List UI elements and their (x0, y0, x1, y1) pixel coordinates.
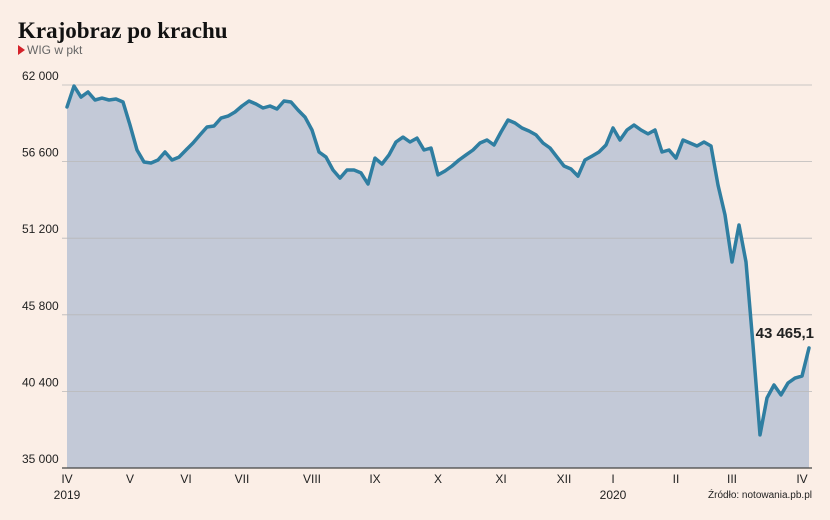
y-tick-label: 45 800 (22, 299, 59, 313)
value-label: 43 465,1 (756, 325, 814, 342)
y-tick-label: 51 200 (22, 222, 59, 236)
x-tick-label: X (434, 472, 442, 486)
chart-title: Krajobraz po krachu (18, 18, 228, 43)
x-tick-label: III (727, 472, 737, 486)
y-tick-label: 62 000 (22, 69, 59, 83)
y-tick-label: 40 400 (22, 375, 59, 389)
x-tick-label: IV (796, 472, 807, 486)
x-tick-label: IX (369, 472, 380, 486)
area (67, 86, 809, 468)
subtitle-marker (18, 45, 25, 55)
x-tick-label: XII (557, 472, 572, 486)
x-tick-label: VII (235, 472, 250, 486)
x-tick-label: VI (180, 472, 191, 486)
y-tick-label: 35 000 (22, 452, 59, 466)
y-tick-label: 56 600 (22, 146, 59, 160)
chart-subtitle: WIG w pkt (27, 43, 83, 57)
x-year-label: 2020 (600, 488, 627, 502)
x-tick-label: I (611, 472, 614, 486)
x-tick-label: XI (495, 472, 506, 486)
source: Źródło: notowania.pb.pl (708, 488, 812, 501)
line (65, 84, 811, 437)
x-tick-label: VIII (303, 472, 321, 486)
x-tick-label: IV (61, 472, 72, 486)
x-tick-label: II (673, 472, 680, 486)
x-tick-label: V (126, 472, 134, 486)
x-year-label: 2019 (54, 488, 81, 502)
